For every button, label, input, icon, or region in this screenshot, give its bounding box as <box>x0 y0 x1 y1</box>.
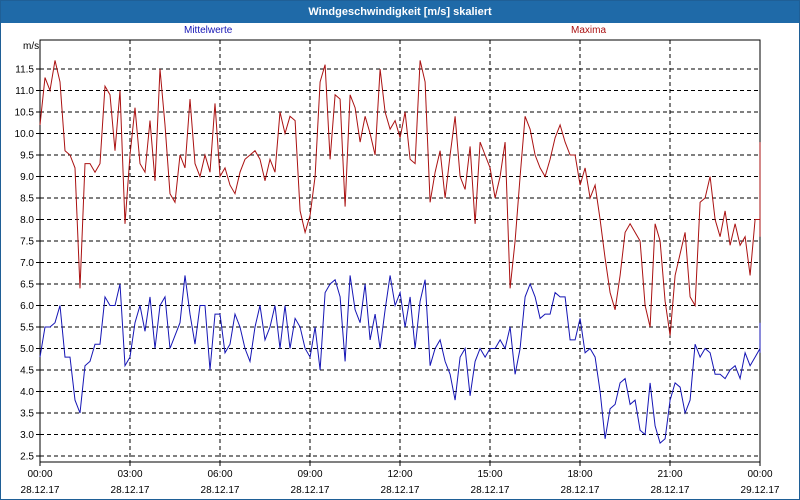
y-tick-label: 10.5 <box>15 108 35 119</box>
series-line-maxima <box>39 60 761 336</box>
y-axis-unit-label: m/s <box>23 41 39 52</box>
wind-speed-chart: m/s 2.5 3.0 3.5 4.0 4.5 5.0 5.5 6.0 6.5 7.0 7.5 8.0 8… <box>15 39 780 496</box>
x-tick-time-label: 18:00 <box>567 469 592 480</box>
y-tick-label: 11.5 <box>15 65 34 76</box>
y-tick-label: 7.0 <box>20 258 34 269</box>
window-title: Windgeschwindigkeit [m/s] skaliert <box>1 1 799 23</box>
x-tick-date-label: 28.12.17 <box>381 485 420 496</box>
series-line-mittelwerte <box>39 275 761 444</box>
x-tick-date-label: 29.12.17 <box>741 485 780 496</box>
y-tick-label: 4.0 <box>20 387 34 398</box>
x-tick-time-label: 00:00 <box>27 469 52 480</box>
y-tick-label: 5.0 <box>20 344 34 355</box>
x-tick-date-label: 28.12.17 <box>651 485 690 496</box>
x-tick-time-label: 21:00 <box>657 469 682 480</box>
x-tick-time-label: 15:00 <box>477 469 502 480</box>
y-tick-label: 2.5 <box>20 452 34 463</box>
y-tick-label: 6.0 <box>20 301 34 312</box>
y-tick-label: 5.5 <box>20 323 34 334</box>
x-tick-date-label: 28.12.17 <box>291 485 330 496</box>
y-tick-label: 6.5 <box>20 280 34 291</box>
y-tick-label: 4.5 <box>20 366 34 377</box>
x-tick-time-label: 03:00 <box>117 469 142 480</box>
y-tick-label: 7.5 <box>20 237 34 248</box>
y-tick-label: 10.0 <box>15 129 35 140</box>
y-tick-label: 8.0 <box>20 215 34 226</box>
x-tick-date-label: 28.12.17 <box>201 485 240 496</box>
x-tick-time-label: 09:00 <box>297 469 322 480</box>
y-tick-label: 9.0 <box>20 172 34 183</box>
x-tick-date-label: 28.12.17 <box>21 485 60 496</box>
y-tick-label: 9.5 <box>20 151 34 162</box>
x-tick-time-label: 06:00 <box>207 469 232 480</box>
y-tick-label: 11.0 <box>15 86 34 97</box>
x-tick-time-label: 12:00 <box>387 469 412 480</box>
y-tick-label: 3.5 <box>20 409 34 420</box>
x-tick-date-label: 28.12.17 <box>111 485 150 496</box>
y-tick-label: 8.5 <box>20 194 34 205</box>
legend-mittelwerte: Mittelwerte <box>184 25 233 36</box>
x-tick-time-label: 00:00 <box>747 469 772 480</box>
x-tick-date-label: 28.12.17 <box>471 485 510 496</box>
x-tick-date-label: 28.12.17 <box>561 485 600 496</box>
y-tick-label: 3.0 <box>20 430 34 441</box>
legend-maxima: Maxima <box>571 25 607 36</box>
